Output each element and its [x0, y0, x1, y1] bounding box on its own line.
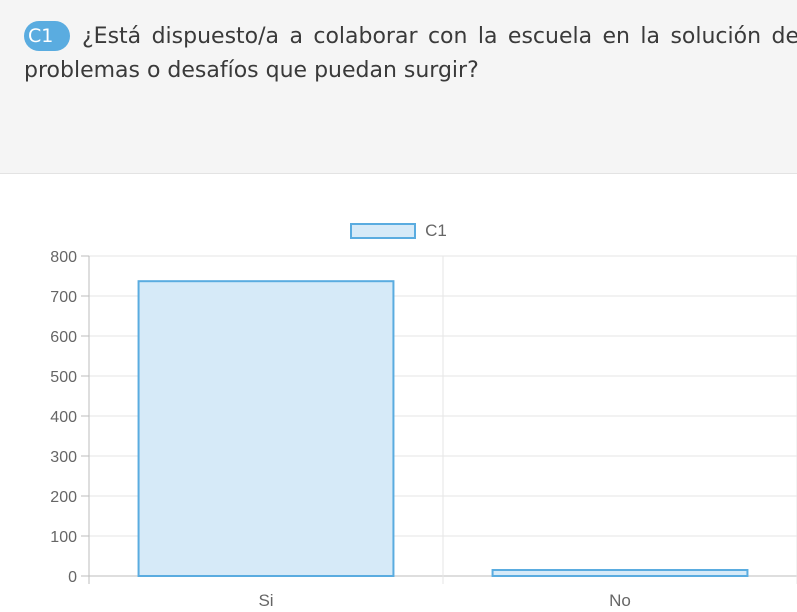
x-tick-label: No: [609, 591, 631, 610]
y-tick-label: 200: [50, 489, 77, 506]
question-text: C1 ¿Está dispuesto/a a colaborar con la e…: [24, 20, 797, 88]
question-label: ¿Está dispuesto/a a colaborar con la esc…: [24, 24, 797, 83]
y-tick-label: 800: [50, 249, 77, 266]
x-tick-label: Si: [258, 591, 273, 610]
y-tick-label: 500: [50, 369, 77, 386]
y-tick-label: 700: [50, 289, 77, 306]
y-tick-label: 600: [50, 329, 77, 346]
bar-chart: 0 100 200 300 400 500 600 700 800 Si No: [0, 174, 797, 612]
question-panel: C1 ¿Está dispuesto/a a colaborar con la e…: [0, 0, 797, 174]
y-tick-label: 100: [50, 529, 77, 546]
chart-area: C1 0 100 200 300 400 500 600 700 800 Si No: [0, 174, 797, 612]
question-badge: C1: [24, 21, 70, 51]
bar-si: [139, 281, 394, 576]
y-tick-label: 300: [50, 449, 77, 466]
y-tick-label: 400: [50, 409, 77, 426]
bar-no: [493, 570, 748, 576]
y-tick-label: 0: [68, 569, 77, 586]
